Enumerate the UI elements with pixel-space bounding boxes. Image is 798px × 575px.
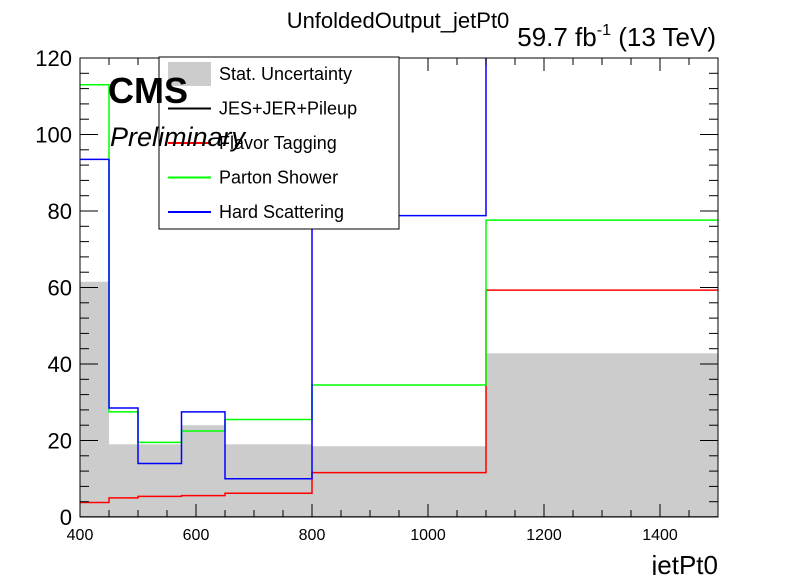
stat-uncertainty-bar bbox=[181, 425, 225, 517]
x-tick-label: 1000 bbox=[410, 527, 446, 544]
legend-label-flavor-tagging: Flavor Tagging bbox=[219, 133, 337, 153]
stat-uncertainty-bar bbox=[225, 444, 312, 517]
x-tick-label: 1400 bbox=[642, 527, 678, 544]
legend-label-hard-scattering: Hard Scattering bbox=[219, 202, 344, 222]
x-tick-label: 800 bbox=[299, 527, 326, 544]
preliminary-label: Preliminary bbox=[110, 122, 247, 152]
x-tick-label: 1200 bbox=[526, 527, 562, 544]
x-tick-label: 600 bbox=[183, 527, 210, 544]
cms-label: CMS bbox=[108, 70, 188, 111]
stat-uncertainty-bar bbox=[138, 444, 182, 517]
y-tick-label: 40 bbox=[48, 352, 72, 377]
luminosity-label: 59.7 fb-1 (13 TeV) bbox=[517, 22, 716, 52]
y-tick-label: 80 bbox=[48, 199, 72, 224]
y-tick-label: 120 bbox=[35, 46, 72, 71]
chart-title: UnfoldedOutput_jetPt0 bbox=[287, 8, 510, 33]
stat-uncertainty-bar bbox=[312, 446, 486, 517]
stat-uncertainty-bar bbox=[80, 281, 109, 517]
y-tick-label: 20 bbox=[48, 429, 72, 454]
stat-uncertainty-bar bbox=[109, 444, 138, 517]
x-axis-label: jetPt0 bbox=[651, 550, 719, 575]
series-line-hard-scattering bbox=[80, 58, 487, 480]
stat-uncertainty-bar bbox=[486, 353, 718, 517]
legend-label-jes-jer-pileup: JES+JER+Pileup bbox=[219, 99, 357, 119]
series-line-flavor-tagging bbox=[80, 289, 718, 504]
y-tick-label: 100 bbox=[35, 123, 72, 148]
x-tick-label: 400 bbox=[67, 527, 94, 544]
legend-label-parton-shower: Parton Shower bbox=[219, 168, 338, 188]
legend-swatch-stat-uncertainty bbox=[168, 62, 211, 86]
y-tick-label: 0 bbox=[60, 505, 72, 530]
legend-label-stat-uncertainty: Stat. Uncertainty bbox=[219, 64, 352, 84]
series-line-parton-shower bbox=[80, 84, 718, 444]
y-tick-label: 60 bbox=[48, 276, 72, 301]
